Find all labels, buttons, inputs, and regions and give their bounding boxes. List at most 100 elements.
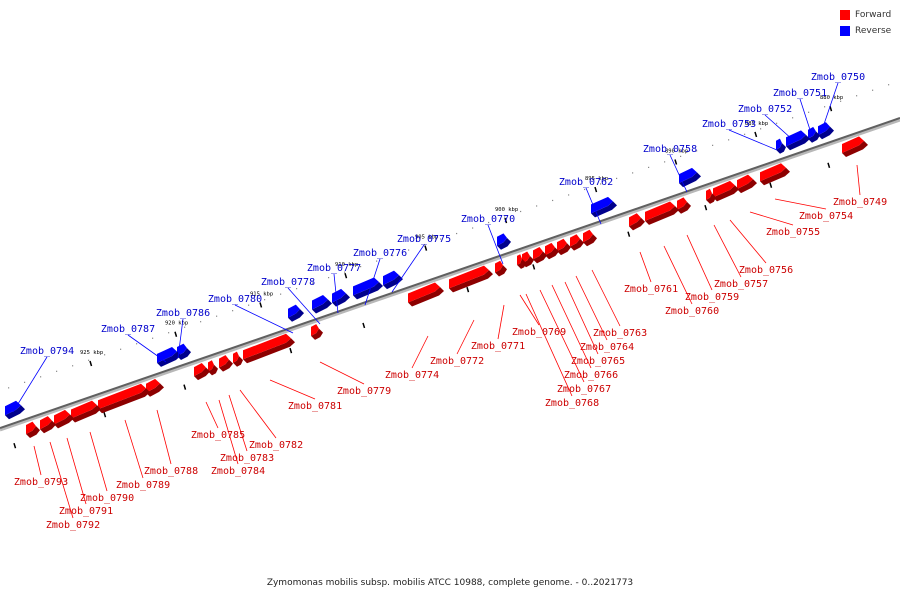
zmob-0758-label: Zmob_0758 [643, 144, 697, 155]
gene-shadow [332, 293, 350, 307]
zmob-0784-label: Zmob_0784 [211, 466, 265, 477]
scale-tick-label: 900 kbp [495, 207, 518, 213]
zmob-0755-label: Zmob_0755 [766, 227, 820, 238]
scale-dot [856, 95, 858, 97]
zmob-0783-gene [219, 355, 233, 372]
zmob-0777-label: Zmob_0777 [307, 263, 361, 274]
scale-dot [360, 266, 362, 268]
zmob-0766-label: Zmob_0766 [564, 370, 618, 381]
gene-arrow [679, 167, 697, 184]
gene-shadow [98, 388, 150, 414]
scale-dot [280, 293, 282, 295]
zmob-0778-label: Zmob_0778 [261, 277, 315, 288]
gene-highlight [808, 128, 814, 132]
zmob-0789-gene [98, 383, 150, 414]
zmob-0772-label: Zmob_0772 [430, 356, 484, 367]
gene-shadow [243, 338, 295, 364]
gene-label-leader [411, 335, 429, 369]
gene-highlight [288, 305, 297, 311]
gene-arrow [383, 270, 399, 286]
scale-tick [504, 217, 508, 224]
gene-arrow [408, 282, 440, 303]
zmob-0752-gene [786, 130, 810, 151]
gene-highlight [332, 289, 342, 296]
zmob-0788-gene [146, 378, 164, 397]
gene-label-leader [713, 224, 742, 278]
zmob-0757-gene [706, 188, 716, 204]
zmob-0785-gene [194, 363, 210, 381]
scale-dot [664, 161, 666, 163]
gene-highlight [449, 266, 485, 282]
gene-shadow [677, 201, 691, 214]
gene-shadow [570, 238, 584, 251]
zmob-0761-label: Zmob_0761 [624, 284, 678, 295]
scale-dot [120, 348, 122, 350]
gene-label-leader [456, 319, 475, 355]
scale-dot [488, 221, 490, 224]
gene-label-leader [669, 154, 688, 193]
gene-shadow [679, 172, 701, 188]
zmob-0750-gene [818, 122, 834, 140]
gene-label-leader [49, 441, 74, 519]
gene-highlight [842, 137, 860, 146]
gene-highlight [5, 401, 17, 409]
gene-label-leader [124, 419, 144, 479]
gene-label-leader [156, 409, 172, 465]
gene-layer [5, 122, 868, 439]
gene-highlight [71, 401, 93, 412]
gene-arrow [713, 180, 735, 198]
zmob-0793-gene [26, 421, 40, 439]
gene-label-leader [228, 394, 248, 452]
gene-label-leader [821, 82, 839, 131]
scale-dot [264, 299, 266, 301]
gene-highlight [517, 255, 521, 258]
gene-highlight [629, 214, 638, 220]
zmob-0775-gene [383, 270, 403, 290]
scale-dot [136, 343, 138, 345]
gene-shadow [645, 206, 679, 225]
scale-dot [632, 172, 634, 174]
zmob-0779-label: Zmob_0779 [337, 386, 391, 397]
scale-dot [472, 227, 474, 229]
zmob-0766-gene [545, 242, 559, 260]
gene-highlight [408, 283, 436, 296]
zmob-0790-label: Zmob_0790 [80, 493, 134, 504]
gene-highlight [570, 235, 577, 240]
lower-tick [289, 347, 293, 354]
scale-dot [584, 188, 586, 191]
zmob-0778-gene [312, 295, 332, 314]
gene-highlight [208, 361, 213, 365]
scale-tick-label: 895 kbp [585, 176, 608, 182]
gene-shadow [177, 348, 191, 361]
scale-dot [744, 133, 746, 135]
gene-highlight [383, 271, 395, 279]
scale-tick-label: 910 kbp [335, 262, 358, 268]
lower-tick [13, 442, 17, 449]
zmob-0771-gene [495, 260, 507, 277]
zmob-0793-label: Zmob_0793 [14, 477, 68, 488]
scale-dot [168, 332, 170, 334]
gene-arrow [98, 383, 146, 410]
gene-shadow [517, 258, 526, 269]
gene-arrow [312, 295, 328, 310]
scale-tick [754, 131, 758, 138]
zmob-0786-label: Zmob_0786 [156, 308, 210, 319]
gene-label-leader [729, 219, 767, 264]
zmob-0785-label: Zmob_0785 [191, 430, 245, 441]
zmob-0791-gene [54, 409, 74, 429]
scale-dot [456, 232, 458, 235]
lower-tick [466, 286, 470, 293]
gene-label-leader [287, 287, 321, 325]
gene-shadow [776, 143, 786, 154]
zmob-0763-gene [583, 229, 597, 247]
scale-tick [89, 360, 93, 367]
scale-tick-label: 920 kbp [165, 321, 188, 327]
gene-highlight [533, 248, 540, 253]
zmob-0749-label: Zmob_0749 [833, 197, 887, 208]
zmob-0779-gene [311, 324, 323, 340]
scale-dot [248, 304, 250, 306]
gene-label-leader [177, 318, 184, 359]
scale-dot [104, 354, 106, 356]
gene-arrow [677, 197, 687, 210]
zmob-0770-label: Zmob_0770 [461, 214, 515, 225]
